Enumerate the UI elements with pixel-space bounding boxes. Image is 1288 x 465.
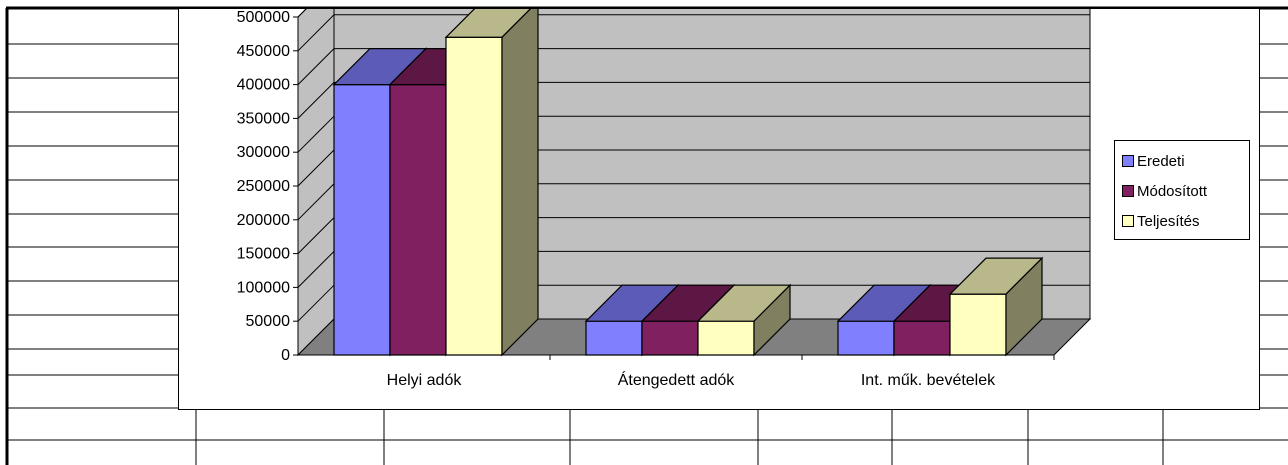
y-tick-label: 350000: [237, 110, 290, 127]
y-tick-label: 150000: [237, 246, 290, 263]
bar-front: [641, 320, 699, 356]
y-tick-label: 400000: [237, 77, 290, 94]
plot-area: 0 50000 100000 150000 200000 250000 300000 3500…: [237, 9, 1092, 389]
bar: [444, 9, 539, 357]
bar-side: [501, 9, 539, 357]
y-tick-label: 500000: [237, 9, 290, 26]
chart-area[interactable]: 0 50000 100000 150000 200000 250000 300000 3500…: [178, 8, 1260, 410]
legend-swatch: [1122, 185, 1134, 197]
x-tick-label: Helyi adók: [387, 372, 463, 389]
legend-label: Eredeti: [1137, 152, 1185, 170]
x-tick-label: Int. műk. bevételek: [861, 372, 996, 389]
bar-front: [837, 320, 895, 356]
bar-front: [893, 320, 951, 356]
bar: [948, 256, 1044, 357]
bar-top: [444, 9, 532, 38]
y-tick-label: 0: [281, 347, 290, 364]
legend-item-eredeti: Eredeti: [1122, 146, 1249, 176]
y-tick-label: 250000: [237, 178, 290, 195]
legend[interactable]: Eredeti Módosított Teljesítés: [1114, 140, 1250, 240]
gridline: [297, 14, 1090, 52]
legend-label: Teljesítés: [1137, 212, 1200, 230]
legend-label: Módosított: [1137, 182, 1208, 200]
legend-swatch: [1122, 155, 1134, 167]
y-tick-label: 100000: [237, 279, 290, 296]
gridline: [297, 81, 1090, 119]
y-tick-label: 200000: [237, 212, 290, 229]
x-tick-label: Átengedett adók: [618, 370, 736, 389]
bar-front: [949, 293, 1007, 356]
bar-side: [753, 283, 791, 357]
bar: [696, 283, 792, 357]
bar-front: [445, 36, 503, 356]
y-tick-label: 300000: [237, 144, 290, 161]
bar-side: [1005, 256, 1043, 357]
legend-swatch: [1122, 215, 1134, 227]
bar-front: [333, 83, 391, 356]
gridline: [297, 48, 1090, 85]
bar-front: [697, 320, 755, 356]
legend-item-teljesites: Teljesítés: [1122, 206, 1249, 236]
y-tick-label: 450000: [237, 43, 290, 60]
bar-front: [585, 320, 643, 356]
y-tick-label: 50000: [246, 313, 291, 330]
legend-item-modositott: Módosított: [1122, 176, 1249, 206]
bar-front: [389, 83, 447, 356]
